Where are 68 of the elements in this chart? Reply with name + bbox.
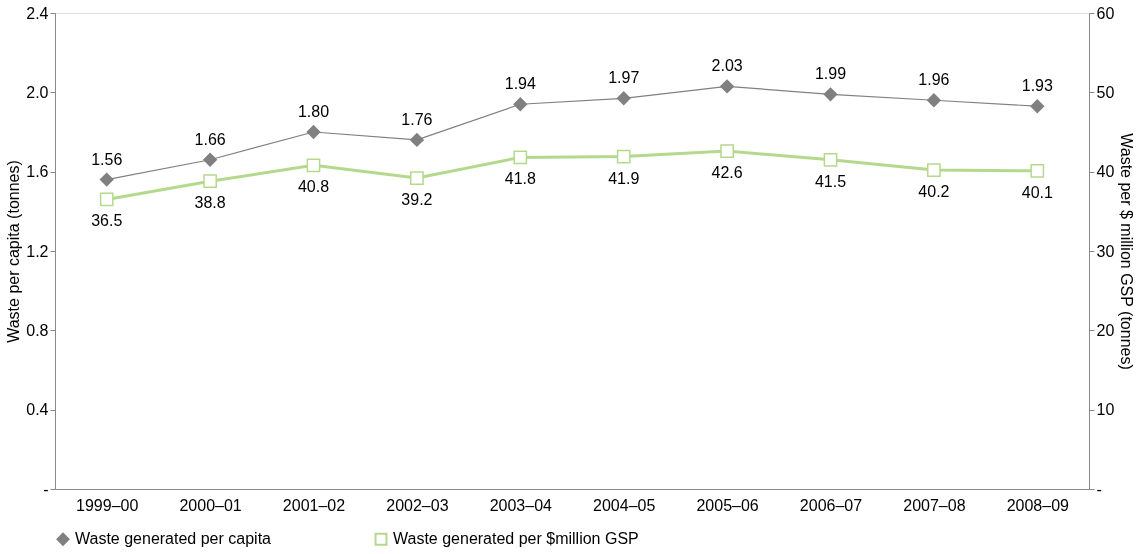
y2-tick-label: 40 — [1096, 163, 1115, 181]
point — [410, 133, 424, 147]
x-tick-label: 2006–07 — [799, 496, 863, 514]
x-tick-label: 2002–03 — [386, 496, 449, 514]
point — [99, 172, 114, 187]
point — [513, 97, 528, 112]
x-tick-label: 2001–02 — [282, 496, 346, 514]
data-label: 36.5 — [91, 212, 123, 230]
y2-tick-label: - — [1096, 480, 1102, 498]
data-label: 40.8 — [297, 178, 330, 196]
y2-tick-label: 60 — [1096, 4, 1115, 22]
data-label: 40.2 — [918, 183, 950, 201]
data-label: 39.2 — [401, 191, 433, 209]
y-axis-title: Waste per capita (tonnes) — [5, 160, 23, 343]
x-tick-label: 2007–08 — [903, 496, 966, 514]
y-tick-label: 1.6 — [26, 163, 49, 181]
point — [1030, 164, 1045, 178]
data-label: 42.6 — [711, 164, 743, 182]
point — [927, 163, 941, 177]
x-tick-label: 2000–01 — [179, 496, 242, 514]
data-label: 1.56 — [91, 150, 123, 168]
y2-tick-label: 10 — [1096, 401, 1115, 419]
data-label: 41.5 — [814, 172, 847, 190]
point — [203, 152, 217, 167]
y-tick-label: 2.4 — [26, 4, 49, 22]
x-tick-label: 1999–00 — [76, 496, 139, 514]
y2-tick-label: 50 — [1096, 83, 1115, 101]
data-label: 1.80 — [297, 103, 330, 120]
x-tick-label: 2005–06 — [696, 496, 759, 514]
point — [306, 125, 321, 139]
data-label: 1.96 — [918, 71, 950, 89]
point — [306, 158, 321, 173]
x-tick-label: 2008–09 — [1006, 496, 1070, 514]
point — [823, 152, 838, 167]
point — [823, 87, 838, 102]
legend-label: Waste generated per capita — [75, 530, 272, 548]
point — [616, 149, 631, 164]
point — [927, 93, 941, 108]
data-label: 38.8 — [194, 194, 226, 212]
data-label: 1.76 — [401, 110, 433, 128]
y-tick-label: 0.8 — [26, 321, 49, 339]
point — [720, 144, 734, 158]
data-label: 1.66 — [194, 130, 226, 148]
point — [203, 174, 217, 189]
point — [410, 171, 424, 185]
data-label: 40.1 — [1021, 183, 1053, 201]
y2-axis-title: Waste per $ million GSP (tonnes) — [1118, 133, 1136, 370]
point — [99, 192, 114, 207]
point — [616, 91, 631, 106]
point — [513, 150, 528, 165]
data-label: 1.97 — [608, 69, 640, 87]
data-label: 1.99 — [814, 65, 847, 83]
y2-tick-label: 30 — [1096, 242, 1115, 260]
point — [720, 79, 734, 94]
data-label: 1.94 — [504, 75, 536, 93]
legend-label: Waste generated per $million GSP — [393, 530, 639, 548]
point — [1030, 99, 1045, 114]
y2-tick-label: 20 — [1096, 321, 1115, 339]
y-tick-label: 1.2 — [26, 242, 49, 260]
y-tick-label: - — [43, 480, 49, 498]
x-tick-label: 2003–04 — [489, 496, 553, 514]
x-tick-label: 2004–05 — [593, 496, 656, 514]
y-tick-label: 0.4 — [26, 401, 49, 419]
data-label: 41.8 — [504, 170, 536, 188]
data-label: 1.93 — [1021, 77, 1053, 95]
y-tick-label: 2.0 — [26, 83, 49, 101]
data-label: 41.9 — [608, 169, 640, 187]
data-label: 2.03 — [711, 57, 743, 75]
